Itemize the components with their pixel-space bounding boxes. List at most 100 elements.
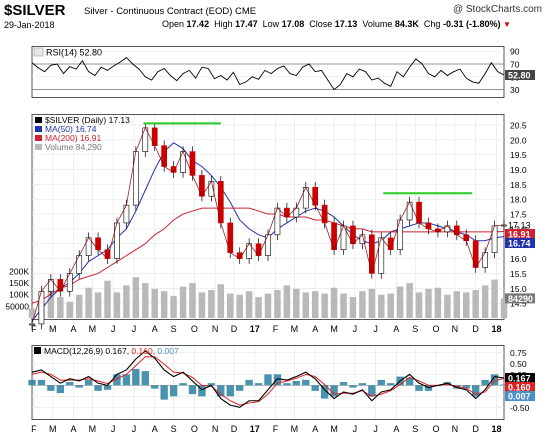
macd-legend-swatch: [34, 347, 41, 354]
macd-histogram-bar: [254, 383, 263, 386]
price-tick-label: 18.5: [510, 180, 527, 190]
price-tick-label: 20.0: [510, 135, 527, 145]
macd-histogram-bar: [235, 385, 244, 391]
volume-bar: [123, 285, 130, 318]
volume-bar: [302, 292, 309, 318]
close-label: Close: [309, 19, 333, 29]
x-tick-label: O: [191, 324, 198, 334]
macd-x-tick-label: S: [171, 424, 177, 434]
volume-bar: [236, 294, 243, 318]
macd-histogram-bar: [188, 385, 197, 395]
macd-tick-label: 0.50: [510, 359, 527, 369]
macd-label-histogram: 0.007: [157, 346, 179, 356]
chg-value: -0.31 (-1.80%): [442, 19, 501, 29]
volume-bar: [57, 297, 64, 318]
rsi-legend-swatch: [33, 47, 44, 57]
macd-x-tick-label: J: [353, 424, 358, 434]
legend-swatch: [35, 144, 42, 150]
macd-x-tick-label: 18: [491, 424, 501, 434]
rsi-tick-label: 30: [510, 85, 520, 95]
price-close-line: [31, 126, 505, 325]
macd-x-tick-label: D: [231, 424, 238, 434]
volume-bar: [293, 288, 300, 318]
high-value: 17.47: [235, 19, 258, 29]
macd-histogram-bar: [311, 385, 319, 391]
x-tick-label: J: [373, 324, 378, 334]
price-tick-label: 19.5: [510, 150, 527, 160]
x-tick-label: J: [132, 324, 137, 334]
current-label-ma50: 16.74: [508, 239, 531, 249]
price-tick-label: 18.0: [510, 195, 527, 205]
volume-bar: [406, 283, 413, 318]
volume-bar: [170, 295, 177, 318]
macd-histogram-bar: [368, 385, 376, 397]
volume-bar: [245, 291, 253, 318]
x-tick-label: J: [353, 324, 358, 334]
macd-histogram-bar: [490, 374, 499, 386]
macd-histogram-bar: [37, 379, 46, 386]
open-label: Open: [162, 19, 185, 29]
volume-bar: [28, 308, 36, 318]
x-tick-label: N: [452, 324, 459, 334]
macd-histogram-bar: [245, 379, 253, 386]
symbol-description: Silver - Continuous Contract (EOD) CME: [84, 6, 256, 17]
macd-x-tick-label: J: [111, 424, 116, 434]
rsi-line: [31, 57, 505, 91]
legend-swatch: [35, 135, 42, 141]
macd-tick-label: -0.50: [510, 403, 530, 413]
chart-date: 29-Jan-2018: [4, 20, 55, 30]
volume-bar: [283, 285, 291, 318]
macd-x-tick-label: S: [412, 424, 418, 434]
price-tick-label: 14.5: [510, 299, 527, 309]
volume-value: 84.3K: [394, 19, 419, 29]
volume-bar: [104, 280, 111, 318]
volume-tick-label: 50000: [5, 301, 29, 311]
close-value: 17.13: [334, 19, 358, 29]
volume-tick-label: 200K: [9, 266, 29, 276]
macd-label-name: MACD(12,26,9): [44, 346, 105, 356]
volume-bar: [198, 292, 206, 318]
volume-bar: [425, 288, 432, 318]
x-tick-label: F: [31, 324, 37, 334]
volume-bar: [227, 293, 234, 318]
legend-swatch: [35, 126, 42, 132]
volume-bar: [481, 285, 489, 318]
symbol-title: $SILVER: [4, 2, 66, 19]
ma200-line: [31, 207, 505, 304]
macd-histogram-bar: [169, 385, 178, 397]
macd-x-tick-label: F: [273, 424, 279, 434]
x-tick-label: D: [472, 324, 479, 334]
x-tick-label: A: [393, 324, 399, 334]
legend-entry: MA(200) 16.91: [45, 133, 101, 143]
macd-histogram-bar: [103, 385, 112, 390]
macd-x-tick-label: A: [71, 424, 77, 434]
macd-x-tick-label: O: [433, 424, 440, 434]
macd-x-tick-label: N: [452, 424, 459, 434]
x-tick-label: A: [71, 324, 77, 334]
price-candle: [29, 323, 35, 326]
volume-bar: [179, 286, 187, 318]
macd-histogram-bar: [500, 384, 508, 386]
macd-x-tick-label: N: [212, 424, 219, 434]
low-value: 17.08: [281, 19, 305, 29]
macd-histogram-bar: [28, 379, 36, 386]
macd-histogram-bar: [66, 382, 74, 386]
macd-histogram-bar: [358, 383, 367, 386]
x-tick-label: A: [152, 324, 158, 334]
macd-x-tick-label: J: [132, 424, 137, 434]
x-tick-label: S: [171, 324, 177, 334]
macd-current-label-histogram-bg: [505, 391, 535, 402]
macd-histogram-bar: [471, 385, 480, 397]
x-tick-label: A: [312, 324, 318, 334]
current-label-volume-bg: [505, 293, 535, 304]
volume-bar: [208, 290, 215, 318]
macd-x-tick-label: O: [191, 424, 198, 434]
macd-current-label-macd: 0.167: [508, 374, 531, 384]
volume-bar: [396, 286, 404, 318]
volume-bar: [387, 293, 394, 318]
macd-x-tick-label: A: [393, 424, 399, 434]
macd-histogram-bar: [264, 374, 272, 386]
macd-histogram-bar: [320, 385, 329, 399]
stockcharts-credit: @ StockCharts.com: [452, 4, 542, 15]
